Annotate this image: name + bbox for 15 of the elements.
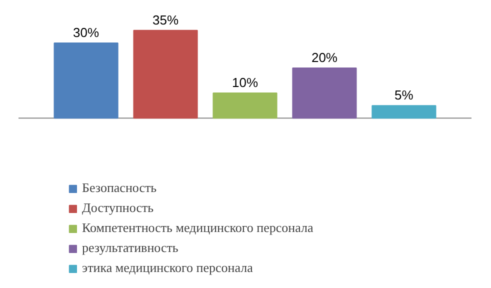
- data-label: 30%: [73, 24, 100, 40]
- legend-label: Безопасность: [82, 180, 157, 196]
- legend-label: Компетентность медицинского персонала: [82, 220, 314, 236]
- legend-label: этика медицинского персонала: [82, 260, 253, 276]
- bar: [292, 67, 357, 119]
- bar: [54, 42, 118, 119]
- legend-label: результативность: [82, 240, 178, 256]
- bar: [212, 92, 278, 119]
- legend-label: Доступность: [82, 200, 154, 216]
- data-label: 20%: [311, 50, 338, 65]
- data-label: 10%: [232, 75, 258, 90]
- data-label: 35%: [152, 12, 179, 28]
- bar: [372, 105, 436, 119]
- bar: [133, 30, 198, 119]
- data-label: 5%: [394, 88, 414, 103]
